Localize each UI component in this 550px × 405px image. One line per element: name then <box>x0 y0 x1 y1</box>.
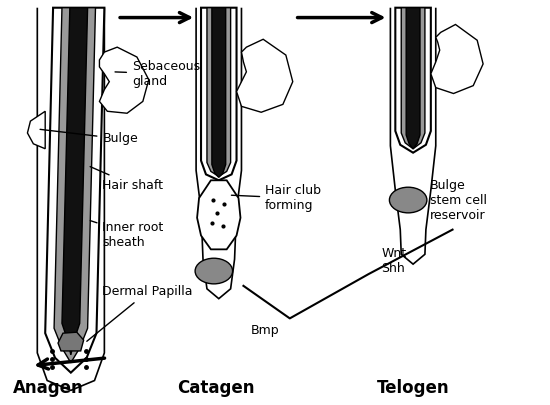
Polygon shape <box>406 8 420 149</box>
Text: Dermal Papilla: Dermal Papilla <box>87 285 193 341</box>
Text: Hair shaft: Hair shaft <box>90 166 163 192</box>
Ellipse shape <box>195 258 233 284</box>
Text: Bulge
stem cell
reservoir: Bulge stem cell reservoir <box>430 179 487 222</box>
Polygon shape <box>402 8 425 149</box>
Polygon shape <box>28 111 45 149</box>
Text: Sebaceous
gland: Sebaceous gland <box>115 60 200 88</box>
Text: Anagen: Anagen <box>13 379 84 397</box>
Polygon shape <box>62 8 87 355</box>
Polygon shape <box>395 8 431 153</box>
Polygon shape <box>45 8 104 373</box>
Text: Bmp: Bmp <box>251 324 279 337</box>
Polygon shape <box>431 24 483 94</box>
Polygon shape <box>236 39 293 112</box>
Polygon shape <box>100 47 148 113</box>
Polygon shape <box>54 8 96 363</box>
Text: Bulge: Bulge <box>40 129 138 145</box>
Text: Inner root
sheath: Inner root sheath <box>90 221 164 249</box>
Polygon shape <box>201 8 236 180</box>
Ellipse shape <box>389 187 427 213</box>
Polygon shape <box>197 180 240 249</box>
Text: Wnt
Shh: Wnt Shh <box>382 247 406 275</box>
Polygon shape <box>58 332 84 351</box>
Polygon shape <box>207 8 230 176</box>
Text: Hair club
forming: Hair club forming <box>232 184 321 212</box>
Text: Telogen: Telogen <box>377 379 449 397</box>
Polygon shape <box>212 8 225 177</box>
Text: Catagen: Catagen <box>177 379 255 397</box>
